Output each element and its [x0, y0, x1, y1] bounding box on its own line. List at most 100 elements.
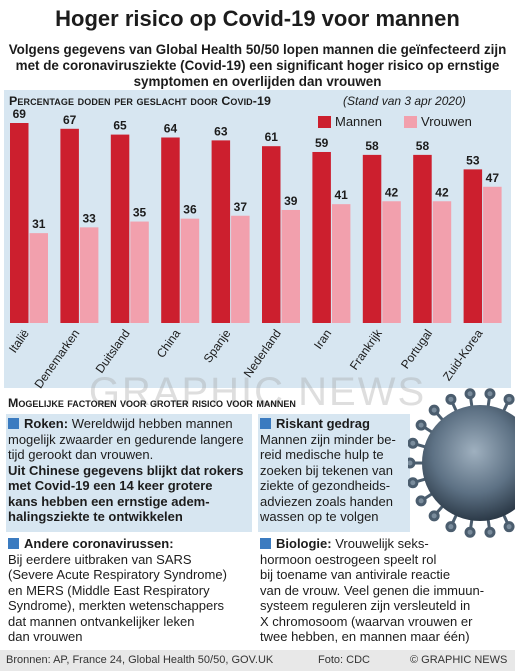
- bar-vrouwen-0: [29, 233, 48, 323]
- x-tick-label-3: China: [154, 326, 184, 360]
- roken-bold-line: met Covid-19 een 14 keer grotere: [8, 478, 213, 493]
- footer-copyright: © GRAPHIC NEWS: [410, 654, 508, 666]
- data-label-vrouwen-3: 36: [183, 203, 197, 217]
- andere-line: dat mannen ontvankelijker leken: [8, 613, 195, 629]
- bar-vrouwen-3: [180, 218, 200, 323]
- bar-vrouwen-8: [432, 201, 452, 323]
- data-label-mannen-3: 64: [164, 121, 178, 135]
- x-tick-label-6: Iran: [311, 327, 334, 352]
- coronavirus-icon: [408, 388, 515, 538]
- data-label-vrouwen-9: 47: [486, 171, 500, 185]
- biologie-line: systeem reguleren zijn versleuteld in: [260, 598, 471, 613]
- riskant-line: wassen op te volgen: [260, 509, 379, 524]
- bar-mannen-6: [312, 151, 331, 323]
- roken-bold-line: kans hebben een ernstige adem-: [8, 493, 210, 509]
- x-tick-label-7: Frankrijk: [347, 326, 385, 373]
- data-label-vrouwen-2: 35: [133, 206, 147, 220]
- square-marker-icon: [260, 538, 271, 549]
- square-marker-icon: [260, 418, 271, 429]
- riskant-line: adviezen zoals handen: [260, 493, 393, 509]
- subtitle-line: met de coronavirusziekte (Covid-19) een …: [15, 58, 500, 73]
- riskant-head: Riskant gedrag: [276, 416, 370, 431]
- x-tick-label-8: Portugal: [398, 327, 435, 372]
- data-label-mannen-5: 61: [265, 130, 279, 144]
- footer-sources: Bronnen: AP, France 24, Global Health 50…: [6, 654, 274, 666]
- riskant-line: zoeken bij tekenen van: [260, 462, 393, 478]
- andere-line: dan vrouwen: [8, 629, 83, 644]
- biologie-line: van de vrouw. Veel genen die immuun-: [260, 582, 485, 598]
- data-label-vrouwen-4: 37: [234, 200, 248, 214]
- footer: [0, 650, 515, 671]
- roken-head: Roken:: [24, 416, 69, 431]
- data-label-vrouwen-0: 31: [32, 217, 46, 231]
- biologie-line: X chromosoom (waarvan vrouwen er: [260, 613, 473, 629]
- bar-vrouwen-2: [130, 221, 149, 323]
- subtitle-line: Volgens gegevens van Global Health 50/50…: [8, 42, 507, 57]
- bar-mannen-0: [10, 123, 29, 323]
- data-label-mannen-1: 67: [63, 113, 77, 127]
- data-label-vrouwen-7: 42: [385, 185, 399, 199]
- andere-line: Syndrome), merkten wetenschappers: [8, 598, 225, 613]
- roken-line: tijd gerookt dan vrouwen.: [8, 447, 154, 462]
- data-label-mannen-2: 65: [113, 119, 127, 133]
- bar-vrouwen-6: [331, 204, 351, 323]
- footer-photo-credit: Foto: CDC: [318, 654, 370, 666]
- page-title: Hoger risico op Covid-19 voor mannen: [55, 6, 460, 31]
- legend-label-mannen: Mannen: [335, 114, 382, 129]
- bar-mannen-4: [211, 140, 231, 323]
- bar-mannen-9: [463, 169, 483, 323]
- riskant-line: Mannen zijn minder be-: [260, 431, 396, 447]
- bar-mannen-8: [413, 154, 432, 323]
- biologie-line: twee hebben, en mannen maar één): [260, 629, 470, 644]
- box-riskant: [258, 414, 410, 532]
- bar-vrouwen-4: [231, 215, 250, 323]
- legend-item-vrouwen: Vrouwen: [404, 114, 472, 129]
- chart-date-note: (Stand van 3 apr 2020): [343, 94, 466, 108]
- square-marker-icon: [8, 418, 19, 429]
- biologie-line: bij toename van antivirale reactie: [260, 567, 451, 582]
- bar-mannen-7: [362, 154, 382, 323]
- biologie-head: Biologie:: [276, 536, 332, 551]
- bar-mannen-1: [60, 128, 79, 323]
- andere-line: Bij eerdere uitbraken van SARS: [8, 551, 192, 567]
- subtitle-line: symptomen en overlijden dan vrouwen: [133, 74, 382, 89]
- data-label-mannen-6: 59: [315, 136, 329, 150]
- factors-title: Mogelijke factoren voor groter risico vo…: [8, 396, 296, 410]
- page-subtitle: Volgens gegevens van Global Health 50/50…: [6, 42, 509, 90]
- roken-text: Roken: Wereldwijd hebben mannen mogelijk…: [8, 416, 254, 525]
- andere-head: Andere coronavirussen:: [24, 536, 174, 551]
- data-label-vrouwen-5: 39: [284, 194, 298, 208]
- riskant-line: ziekte of gezondheids-: [260, 478, 391, 493]
- roken-bold-line: halingsziekte te ontwikkelen: [8, 509, 183, 524]
- bar-vrouwen-9: [483, 186, 502, 323]
- roken-bold-line: Uit Chinese gegevens blijkt dat rokers: [8, 462, 244, 478]
- bar-vrouwen-1: [79, 227, 99, 323]
- watermark: GRAPHIC NEWS: [88, 370, 427, 414]
- legend-label-vrouwen: Vrouwen: [421, 114, 472, 129]
- biologie-line: hormoon oestrogeen speelt rol: [260, 551, 437, 567]
- legend-item-mannen: Mannen: [318, 114, 382, 129]
- roken-line: mogelijk zwaarder en gedurende langere: [8, 431, 244, 447]
- square-marker-icon: [8, 538, 19, 549]
- bar-vrouwen-7: [382, 201, 401, 323]
- x-tick-label-4: Spanje: [201, 326, 234, 365]
- data-label-mannen-0: 69: [13, 107, 27, 121]
- data-label-mannen-7: 58: [365, 139, 379, 153]
- x-tick-label-2: Duitsland: [93, 327, 133, 376]
- data-label-vrouwen-6: 41: [334, 188, 348, 202]
- biologie-line: Vrouwelijk seks-: [335, 536, 429, 551]
- bar-vrouwen-5: [281, 209, 300, 323]
- chart-title: Percentage doden per geslacht door Covid…: [9, 94, 271, 108]
- riskant-text: Riskant gedrag Mannen zijn minder be- re…: [260, 416, 412, 525]
- riskant-line: reid medische hulp te: [260, 447, 384, 462]
- data-label-vrouwen-1: 33: [82, 211, 96, 225]
- bar-chart: 6931Italië6733Denemarken6535Duitsland643…: [6, 107, 502, 391]
- andere-line: (Severe Acute Respiratory Syndrome): [8, 567, 227, 582]
- roken-line: Wereldwijd hebben mannen: [71, 416, 233, 431]
- box-roken: [6, 414, 252, 532]
- data-label-mannen-4: 63: [214, 124, 228, 138]
- legend-swatch-vrouwen: [404, 116, 417, 128]
- bar-mannen-5: [262, 146, 281, 323]
- data-label-vrouwen-8: 42: [435, 185, 449, 199]
- andere-line: en MERS (Middle East Respiratory: [8, 582, 210, 598]
